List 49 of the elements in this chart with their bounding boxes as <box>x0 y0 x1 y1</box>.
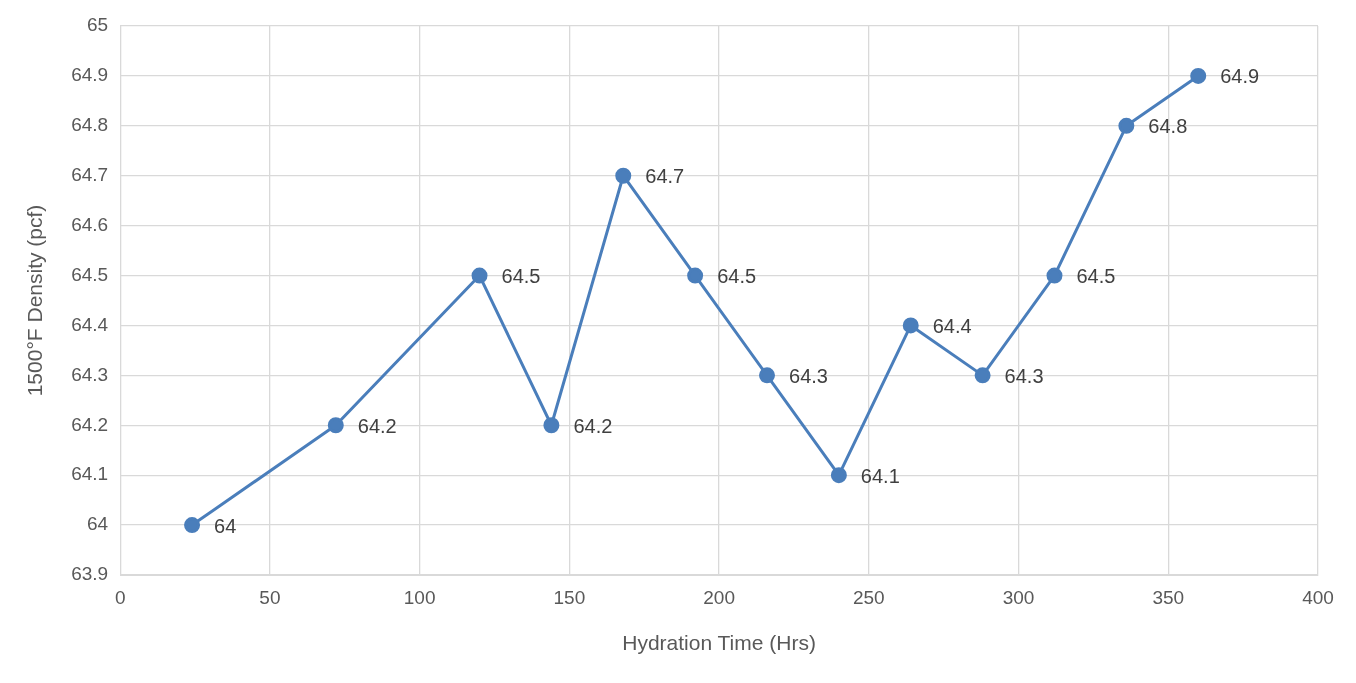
x-tick-label: 300 <box>1002 586 1035 608</box>
x-tick-label: 50 <box>259 586 281 608</box>
point <box>687 267 704 284</box>
y-tick-label: 64.7 <box>71 163 109 185</box>
point <box>830 467 847 484</box>
data-label: 64.3 <box>789 364 828 387</box>
x-tick-label: 200 <box>703 586 735 608</box>
point <box>1046 267 1063 284</box>
y-tick-label: 64.8 <box>71 114 109 136</box>
x-axis-title: Hydration Time (Hrs) <box>622 631 816 655</box>
data-label: 64.5 <box>1076 265 1116 288</box>
y-tick-label: 64 <box>87 513 109 535</box>
y-tick-label: 65 <box>87 14 109 36</box>
data-label: 64 <box>214 514 237 537</box>
point <box>1118 117 1135 134</box>
point <box>759 367 775 384</box>
y-tick-label: 64.2 <box>71 413 109 435</box>
data-label: 64.3 <box>1004 364 1044 387</box>
x-tick-label: 400 <box>1302 586 1334 608</box>
point <box>543 417 560 434</box>
point <box>902 317 919 334</box>
data-label: 64.4 <box>932 314 972 337</box>
data-label: 64.8 <box>1148 115 1188 138</box>
y-axis-title: 1500°F Density (pcf) <box>23 204 47 397</box>
point <box>327 417 344 434</box>
data-label: 64.2 <box>357 414 397 437</box>
y-tick-label: 64.3 <box>71 363 109 385</box>
point <box>615 167 632 184</box>
data-label: 64.5 <box>501 265 541 288</box>
point <box>471 267 488 284</box>
data-label: 64.5 <box>717 265 757 288</box>
x-tick-label: 0 <box>114 586 126 608</box>
x-tick-label: 250 <box>852 586 885 608</box>
y-tick-label: 64.6 <box>71 213 109 235</box>
point <box>974 367 991 384</box>
data-label: 64.9 <box>1220 65 1260 88</box>
y-tick-label: 64.9 <box>71 64 109 86</box>
x-tick-label: 150 <box>553 586 586 608</box>
y-tick-label: 64.4 <box>71 313 109 335</box>
y-tick-label: 64.5 <box>71 263 109 285</box>
y-tick-label: 64.1 <box>71 463 109 485</box>
point <box>184 517 201 534</box>
point <box>1190 67 1207 84</box>
y-tick-label: 63.9 <box>71 563 109 585</box>
data-label: 64.2 <box>573 414 613 437</box>
x-tick-label: 350 <box>1152 586 1185 608</box>
data-label: 64.1 <box>860 464 900 487</box>
x-tick-label: 100 <box>403 586 436 608</box>
data-label: 64.7 <box>645 165 685 188</box>
